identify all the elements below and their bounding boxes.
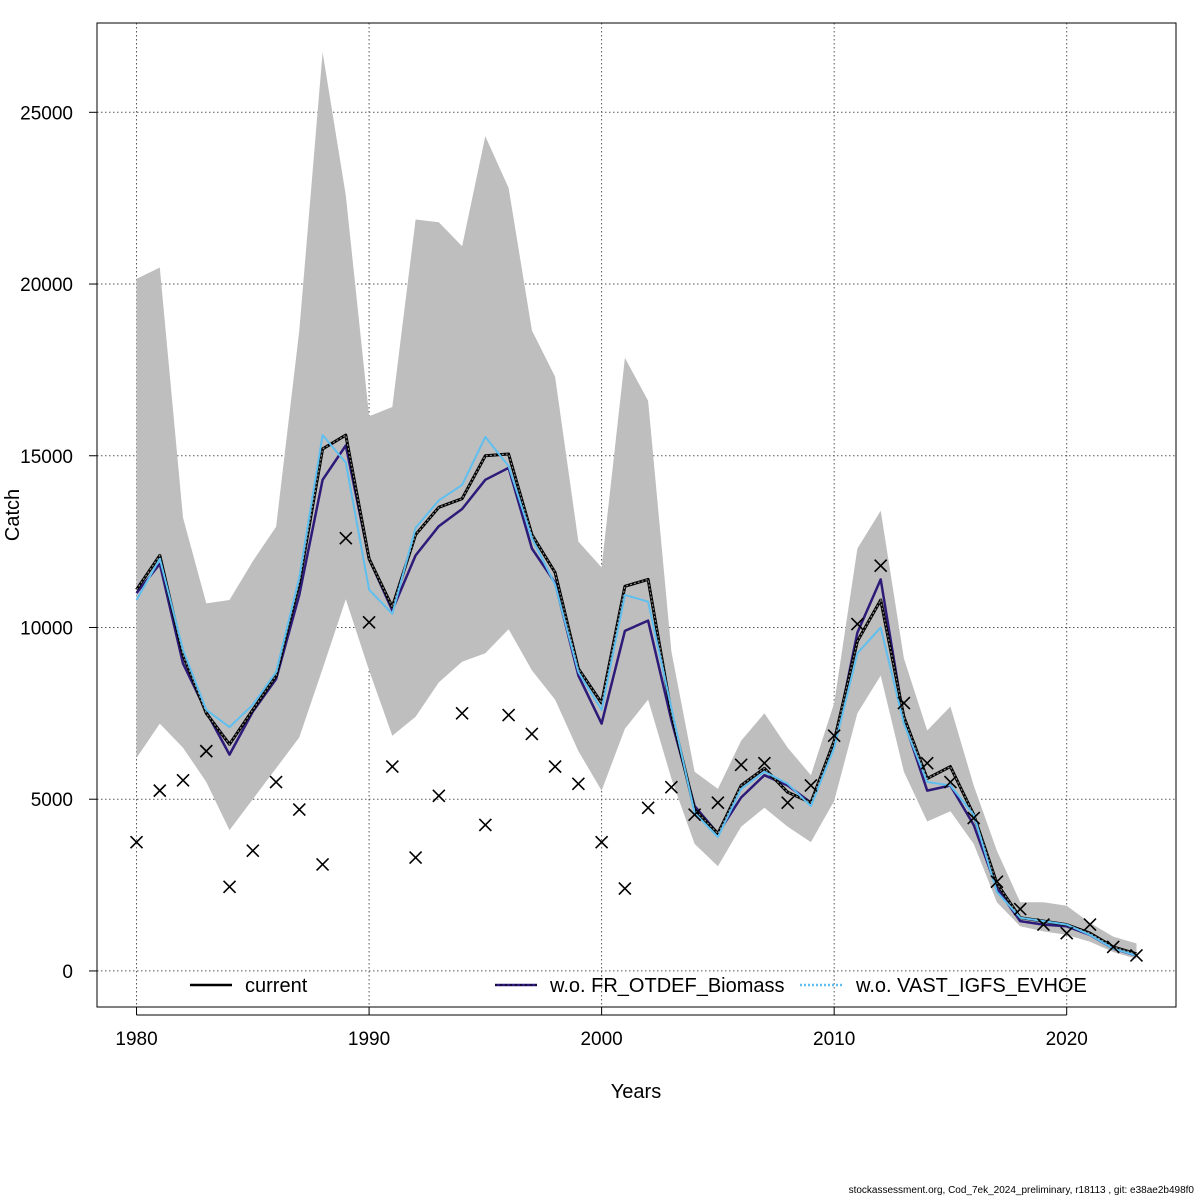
- confidence-interval-band: [136, 52, 1137, 959]
- observed-catch-point: [734, 758, 748, 772]
- x-tick-label: 2010: [813, 1029, 855, 1050]
- observed-catch-point: [129, 835, 144, 849]
- source-credit: stockassessment.org, Cod_7ek_2024_prelim…: [848, 1185, 1194, 1196]
- observed-catch-point: [502, 708, 516, 722]
- observed-catch-point: [897, 696, 911, 710]
- observed-catch-point: [385, 760, 399, 774]
- observed-catch-point: [1083, 918, 1097, 932]
- x-tick-label: 2000: [580, 1029, 622, 1050]
- legend-item: w.o. FR_OTDEF_Biomass: [495, 975, 785, 997]
- observed-catch-point: [990, 875, 1004, 889]
- x-tick-label: 2020: [1046, 1029, 1088, 1050]
- x-axis-title: Years: [611, 1081, 661, 1103]
- observed-catch-point: [1036, 918, 1051, 932]
- axes: 1980 1990 2000 2010 2020 0 5000 10000 15000 20000…: [20, 103, 1088, 1050]
- observed-catch-point: [595, 835, 609, 849]
- observed-catch-point: [874, 559, 888, 573]
- legend-item: w.o. VAST_IGFS_EVHOE: [800, 975, 1087, 997]
- observed-catch-point: [711, 796, 725, 810]
- observed-catch-point: [199, 744, 213, 758]
- observed-catch-point: [943, 775, 957, 789]
- observed-catch-point: [967, 811, 981, 825]
- observed-catch-point: [1060, 926, 1074, 940]
- observed-catch-point: [1013, 902, 1027, 916]
- observed-catch-point: [269, 775, 283, 789]
- observed-catch-point: [548, 760, 562, 774]
- series-lines: [135, 433, 1137, 957]
- y-axis-title: Catch: [2, 489, 24, 541]
- observed-catch-point: [432, 789, 446, 803]
- observed-catch-point: [316, 857, 330, 872]
- observed-catch-point: [525, 727, 539, 741]
- plot-frame: [96, 22, 1177, 1008]
- y-tick-label: 5000: [31, 790, 73, 811]
- y-tick-label: 10000: [20, 618, 73, 639]
- series-line-wo-vast-igfs-evhoe: [135, 434, 1137, 957]
- observed-catch-point: [246, 844, 260, 858]
- x-tick-label: 1980: [115, 1029, 157, 1050]
- observed-catch-point: [688, 808, 702, 822]
- series-line-current: [135, 433, 1137, 956]
- observed-catch-point: [804, 778, 818, 793]
- y-tick-label: 0: [62, 962, 73, 983]
- y-tick-label: 25000: [20, 103, 73, 124]
- legend: current w.o. FR_OTDEF_Biomass w.o. VAST_IG…: [190, 975, 1087, 997]
- observed-catch-point: [827, 729, 841, 743]
- observed-catch-point: [1106, 940, 1120, 954]
- legend-label: w.o. FR_OTDEF_Biomass: [549, 975, 785, 997]
- legend-label: current: [245, 975, 308, 997]
- observed-catch-point: [339, 531, 353, 545]
- observed-catch-point: [292, 802, 306, 817]
- observed-catch-point: [478, 818, 492, 832]
- observed-catch-point: [850, 617, 864, 631]
- observed-catch-point: [176, 773, 190, 787]
- series-line-wo-fr-otdef-biomass: [135, 444, 1137, 957]
- legend-label: w.o. VAST_IGFS_EVHOE: [855, 975, 1087, 997]
- observed-catch-points: [129, 531, 1144, 963]
- x-tick-label: 1990: [348, 1029, 390, 1050]
- observed-catch-point: [757, 756, 771, 770]
- observed-catch-point: [222, 880, 237, 894]
- confidence-band: [136, 52, 1137, 959]
- observed-catch-point: [664, 780, 678, 794]
- y-tick-label: 20000: [20, 275, 73, 296]
- observed-catch-point: [455, 706, 469, 720]
- observed-catch-point: [362, 615, 376, 629]
- observed-catch-point: [920, 756, 934, 770]
- observed-catch-point: [641, 801, 655, 815]
- legend-item: current: [190, 975, 308, 997]
- observed-catch-point: [618, 881, 632, 896]
- observed-catch-point: [1129, 948, 1144, 963]
- observed-catch-point: [153, 784, 167, 798]
- observed-catch-point: [571, 777, 585, 791]
- observed-catch-point: [781, 796, 795, 810]
- y-tick-label: 15000: [20, 447, 73, 468]
- observed-catch-point: [409, 851, 423, 865]
